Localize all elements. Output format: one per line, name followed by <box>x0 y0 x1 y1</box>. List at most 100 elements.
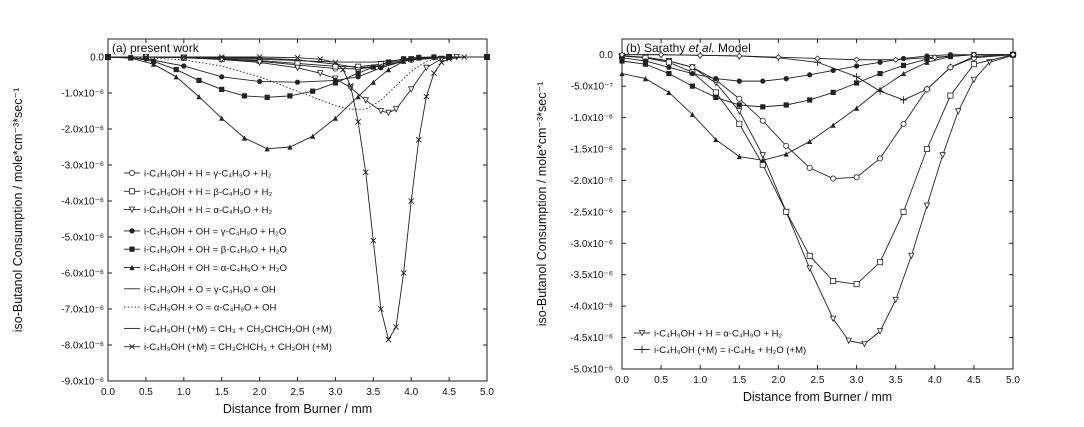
y-axis-label: iso-Butanol Consumption / mole*cm⁻³*sec⁻… <box>535 82 549 327</box>
x-axis-label: Distance from Burner / mm <box>223 402 372 416</box>
x-tick-label: 4.5 <box>967 375 981 386</box>
data-point <box>385 336 392 343</box>
data-point <box>876 328 884 335</box>
legend-item: i-C₄H₉OH + OH = γ-C₄H₉O + H₂O <box>124 226 286 237</box>
data-point <box>105 54 111 60</box>
y-tick-label: -5.0x10⁻⁶ <box>570 365 613 376</box>
data-point <box>142 54 149 60</box>
data-point <box>392 106 400 113</box>
data-point <box>854 80 860 86</box>
data-point <box>128 55 134 61</box>
data-point <box>294 79 301 85</box>
y-tick-label: -4.0x10⁻⁶ <box>61 197 104 208</box>
data-point <box>923 202 931 210</box>
data-point <box>446 55 453 62</box>
y-tick-label: -1.5x10⁻⁶ <box>570 145 613 156</box>
data-point <box>665 59 672 66</box>
series-8 <box>107 56 487 110</box>
data-point <box>955 108 962 115</box>
panel-title-part: Model <box>715 41 751 55</box>
data-point <box>830 277 837 284</box>
data-point <box>760 78 766 84</box>
data-point <box>829 315 837 323</box>
legend-item: i-C₄H₉OH (+M) = i-C₄H₈ + H₂O (+M) <box>634 345 806 356</box>
data-point <box>287 144 293 150</box>
x-tick-label: 2.0 <box>771 375 785 386</box>
data-point <box>775 54 782 61</box>
data-point <box>736 153 742 160</box>
legend-marker <box>129 246 135 252</box>
data-point <box>759 152 767 159</box>
x-tick-label: 2.5 <box>811 375 825 386</box>
data-point <box>370 237 377 244</box>
data-point <box>264 94 270 100</box>
data-point <box>241 93 248 99</box>
data-point <box>423 93 430 100</box>
x-tick-label: 0.5 <box>139 387 153 398</box>
panel-a: 0.0 0.5 1.0 1.5 2.0 2.5 3.0 3.5 4.0 4.5 5.0 0.0 -1.0… <box>11 38 494 416</box>
data-point <box>760 104 766 110</box>
data-point <box>294 64 301 72</box>
data-point <box>340 66 346 73</box>
legend-marker <box>638 345 646 354</box>
data-point <box>150 61 157 67</box>
legend-label: i-C₄H₉OH + H = α-C₄H₉O + H₂ <box>654 329 783 340</box>
legend-marker <box>638 330 646 337</box>
data-point <box>362 97 369 104</box>
x-tick-label: 2.5 <box>291 387 305 398</box>
series-line <box>108 56 487 114</box>
data-point <box>900 208 907 215</box>
legend-label: i-C₄H₉OH + OH = β-C₄H₉O + H₂O <box>144 245 287 256</box>
series-7 <box>619 52 1016 163</box>
data-point <box>438 59 445 66</box>
x-tick-label: 5.0 <box>1006 375 1020 386</box>
legend-item: i-C₄H₉OH + OH = β-C₄H₉O + H₂O <box>124 245 287 256</box>
x-tick-label: 1.0 <box>177 387 191 398</box>
data-point <box>712 89 719 96</box>
data-point <box>830 122 836 128</box>
data-point <box>736 78 742 84</box>
data-point <box>385 109 392 117</box>
data-point <box>807 138 813 145</box>
legend: i-C₄H₉OH + H = α-C₄H₉O + H₂ i-C₄H₉OH (+M)… <box>634 329 806 356</box>
data-point <box>385 67 392 73</box>
data-point <box>877 86 883 92</box>
series-4 <box>619 51 1017 288</box>
data-point <box>899 96 908 104</box>
data-point <box>657 51 665 58</box>
data-point <box>853 73 861 81</box>
legend-label: i-C₄H₉OH + H = γ-C₄H₉O + H₂ <box>144 169 272 180</box>
data-point <box>150 58 157 64</box>
data-point <box>310 88 316 94</box>
data-point <box>806 265 813 272</box>
data-point <box>431 70 437 77</box>
data-point <box>370 64 376 70</box>
data-point <box>355 63 362 70</box>
data-point <box>892 296 899 304</box>
data-point <box>219 115 225 121</box>
x-axis-label: Distance from Burner / mm <box>743 390 892 404</box>
data-point <box>218 54 225 60</box>
data-point <box>400 270 407 276</box>
data-point <box>219 74 225 80</box>
data-point <box>853 56 860 63</box>
legend: i-C₄H₉OH + H = γ-C₄H₉O + H₂ i-C₄H₉OH + H … <box>124 169 332 353</box>
data-point <box>877 59 883 65</box>
data-point <box>317 56 324 63</box>
data-point <box>854 63 860 69</box>
data-point <box>180 54 187 60</box>
data-point <box>619 70 625 77</box>
legend-label: i-C₄H₉OH + H = β-C₄H₉O + H₂ <box>144 187 272 198</box>
data-point <box>736 95 743 102</box>
data-point <box>853 281 860 288</box>
data-point <box>806 164 813 171</box>
data-point <box>310 133 316 139</box>
data-point <box>1009 51 1017 58</box>
data-point <box>947 92 954 99</box>
data-point <box>713 136 719 143</box>
data-point <box>924 56 930 62</box>
data-point <box>783 102 789 108</box>
y-tick-label: -3.0x10⁻⁶ <box>570 239 613 250</box>
legend-label: i-C₄H₉OH (+M) = i-C₄H₈ + H₂O (+M) <box>654 345 806 356</box>
y-tick-label: -1.0x10⁻⁶ <box>61 89 104 100</box>
